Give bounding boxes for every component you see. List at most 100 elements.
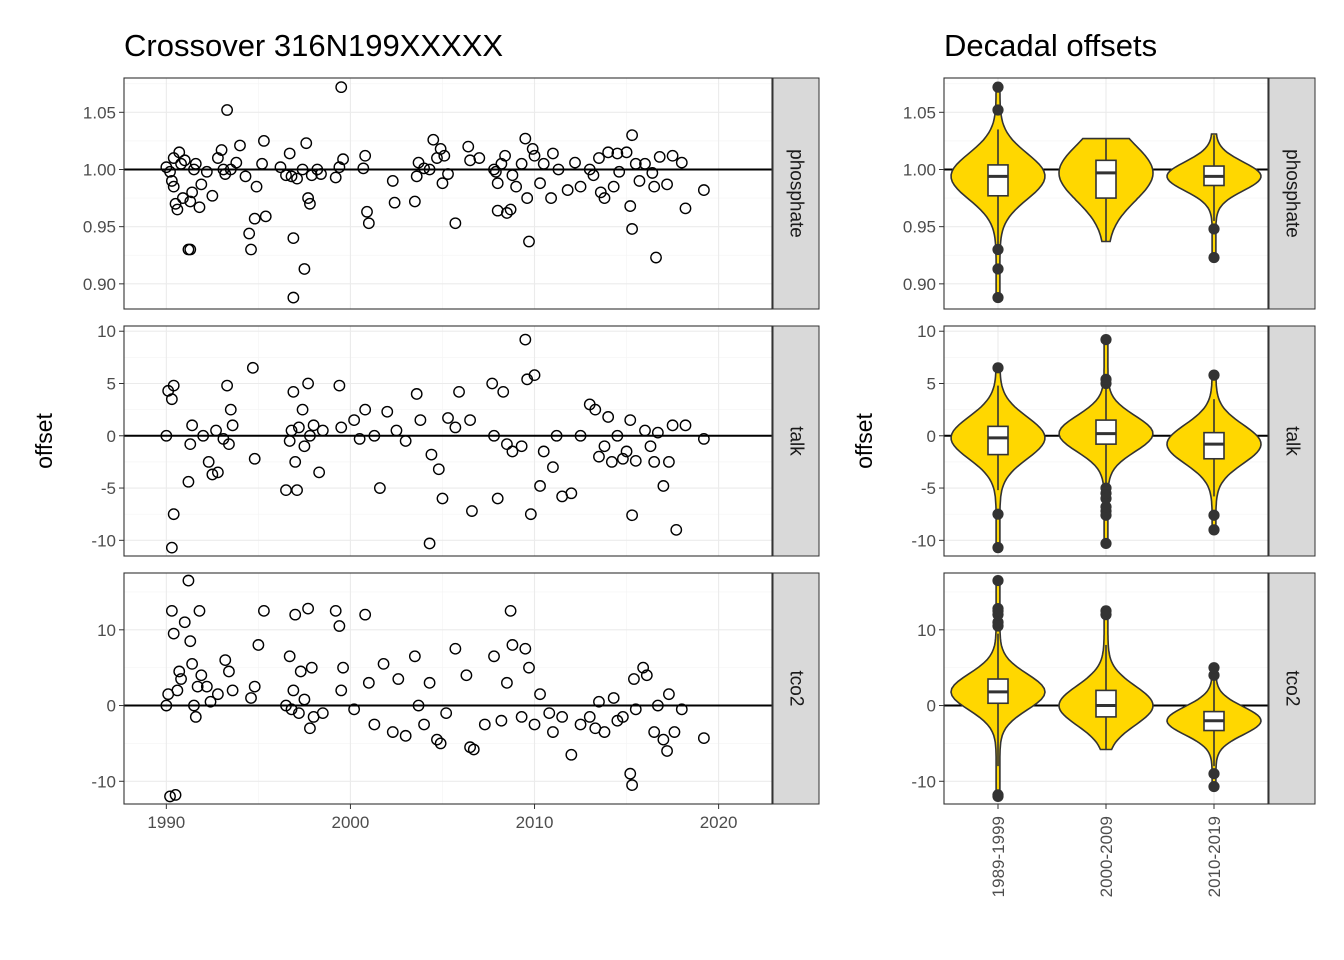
scatter-point [462, 140, 475, 153]
scatter-point [399, 435, 412, 447]
violin-outlier [1100, 605, 1112, 617]
scatter-x-tick-label: 2010 [516, 813, 554, 832]
scatter-point [545, 192, 557, 204]
scatter-point [489, 165, 502, 178]
scatter-point [359, 403, 372, 416]
scatter-point [639, 157, 651, 170]
scatter-point [298, 440, 311, 453]
scatter-point [285, 170, 298, 183]
scatter-point [436, 177, 449, 190]
scatter-point [519, 642, 532, 655]
scatter-point [337, 153, 349, 166]
scatter-point [574, 718, 587, 731]
scatter-y-tick-label: 1.05 [83, 103, 116, 122]
scatter-point [285, 424, 298, 437]
scatter-point [357, 162, 370, 175]
scatter-panel-border [123, 325, 773, 557]
scatter-point [587, 169, 600, 182]
scatter-point [574, 180, 587, 193]
scatter-point [361, 205, 373, 218]
scatter-y-tick-label: 1.00 [83, 160, 116, 179]
scatter-point [165, 393, 178, 406]
scatter-point [651, 426, 664, 439]
scatter-point [412, 699, 425, 712]
scatter-point [569, 156, 581, 169]
scatter-point [184, 635, 197, 648]
scatter-point [510, 180, 523, 193]
scatter-point [250, 180, 263, 193]
scatter-point [316, 707, 329, 720]
scatter-point [298, 263, 311, 275]
scatter-point [670, 523, 683, 536]
scatter-panel-background [124, 326, 772, 556]
scatter-point [333, 620, 346, 632]
scatter-point [653, 151, 666, 163]
scatter-point [337, 661, 349, 674]
violin-panel-group: 0.900.951.001.05phosphate-10-50510talk-1… [851, 77, 1316, 897]
scatter-point [521, 192, 534, 204]
scatter-point [506, 445, 519, 458]
scatter-point [639, 424, 651, 437]
scatter-point [650, 251, 662, 264]
scatter-point [547, 147, 559, 160]
scatter-point [648, 180, 661, 193]
scatter-point [418, 718, 430, 731]
scatter-point [697, 732, 710, 745]
violin-y-tick-label: -10 [911, 772, 936, 791]
scatter-point [408, 195, 421, 208]
scatter-point [258, 134, 270, 147]
scatter-point [497, 385, 510, 398]
scatter-point [547, 461, 559, 474]
violin-outlier [1208, 223, 1220, 235]
scatter-point [436, 492, 449, 505]
violin-outlier [992, 291, 1004, 304]
scatter-point [291, 172, 303, 185]
scatter-point [464, 414, 476, 426]
scatter-point [423, 163, 436, 176]
scatter-point [313, 466, 326, 479]
scatter-point [399, 729, 412, 742]
scatter-point [519, 333, 532, 346]
scatter-point [467, 743, 480, 756]
scatter-point [528, 149, 541, 162]
violin-outlier [1208, 662, 1220, 674]
scatter-point [589, 403, 602, 416]
violin-outlier [1100, 373, 1112, 385]
scatter-point [195, 669, 208, 682]
scatter-point [616, 711, 629, 723]
violin-outlier [992, 243, 1004, 256]
scatter-point [234, 139, 246, 152]
violin-y-tick-label: 0.95 [903, 218, 936, 237]
scatter-point [583, 711, 596, 723]
scatter-point [501, 676, 513, 689]
scatter-point [434, 737, 447, 750]
scatter-point [523, 235, 535, 248]
scatter-facet-tco2: -10 0 10 tco2 [91, 572, 820, 805]
scatter-point [359, 149, 372, 162]
scatter-point [491, 177, 504, 190]
scatter-point [164, 165, 176, 178]
scatter-point [661, 745, 673, 757]
scatter-point [280, 169, 292, 182]
violin-y-tick-label: 0 [927, 697, 936, 716]
scatter-point [200, 165, 213, 178]
violin-y-axis-label: offset [851, 412, 877, 468]
scatter-point [368, 429, 381, 442]
scatter-point [178, 616, 191, 629]
scatter-point [611, 147, 624, 160]
scatter-point [624, 767, 637, 780]
scatter-point [175, 157, 187, 170]
violin-outlier [1100, 537, 1112, 550]
scatter-point [243, 227, 256, 240]
scatter-point [626, 129, 638, 142]
scatter-point [432, 463, 445, 476]
scatter-point [206, 468, 219, 481]
scatter-point [646, 167, 659, 179]
scatter-point [256, 157, 268, 170]
violin-facet-talk: -10 -5 0 5 10 talk [911, 322, 1316, 557]
scatter-point [390, 424, 403, 437]
violin-strip-talk [1268, 325, 1316, 557]
scatter-point [663, 688, 675, 701]
scatter-point [178, 154, 191, 167]
scatter-facet-talk: -10 -5 0 5 10 talk [91, 322, 820, 557]
